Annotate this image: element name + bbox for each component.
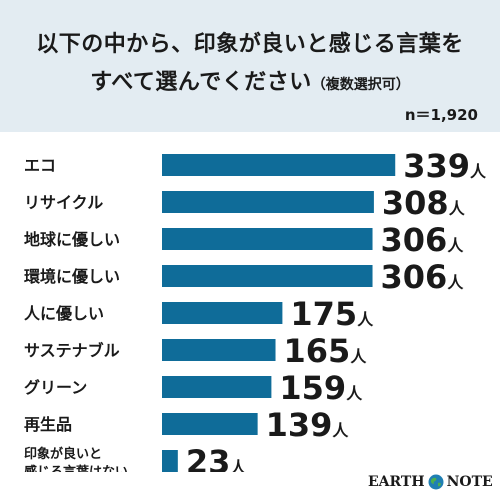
value-label: 308人	[382, 184, 466, 222]
value-label: 139人	[266, 406, 350, 444]
title-line-2: すべて選んでください（複数選択可）	[0, 64, 500, 104]
value-label: 306人	[381, 258, 465, 296]
logo-text-earth: EARTH	[368, 474, 425, 490]
bar	[162, 154, 396, 176]
value-label: 306人	[381, 221, 465, 259]
value-label: 339人	[403, 147, 487, 185]
category-label: エコ	[24, 156, 56, 175]
category-label: リサイクル	[24, 193, 103, 212]
category-label: 再生品	[24, 415, 72, 434]
category-label: グリーン	[24, 378, 87, 397]
category-label: 印象が良いと感じる言葉はない	[24, 446, 128, 472]
value-label: 175人	[290, 295, 374, 333]
value-label: 23人	[186, 443, 248, 472]
category-label: 地球に優しい	[24, 230, 120, 249]
bar	[162, 228, 373, 250]
bar	[162, 413, 258, 435]
globe-icon	[428, 474, 444, 490]
value-label: 159人	[279, 369, 363, 407]
title-note: （複数選択可）	[311, 77, 410, 93]
chart-header: 以下の中から、印象が良いと感じる言葉を すべて選んでください（複数選択可） n＝…	[0, 0, 500, 132]
earth-note-logo: EARTH NOTE	[368, 474, 493, 490]
bar	[162, 191, 374, 213]
value-label: 165人	[284, 332, 368, 370]
bar	[162, 376, 272, 398]
sample-size-label: n＝1,920	[404, 106, 478, 124]
title-line-1: 以下の中から、印象が良いと感じる言葉を	[36, 32, 464, 57]
bar	[162, 339, 276, 361]
bar	[162, 450, 178, 472]
bar	[162, 302, 283, 324]
logo-text-note: NOTE	[446, 474, 493, 490]
category-label: 人に優しい	[24, 304, 104, 323]
category-label: 環境に優しい	[24, 267, 120, 286]
category-label: サステナブル	[24, 341, 120, 360]
title-line-2-main: すべて選んでください	[90, 70, 312, 95]
bar	[162, 265, 373, 287]
chart-title: 以下の中から、印象が良いと感じる言葉を すべて選んでください（複数選択可）	[0, 26, 500, 104]
